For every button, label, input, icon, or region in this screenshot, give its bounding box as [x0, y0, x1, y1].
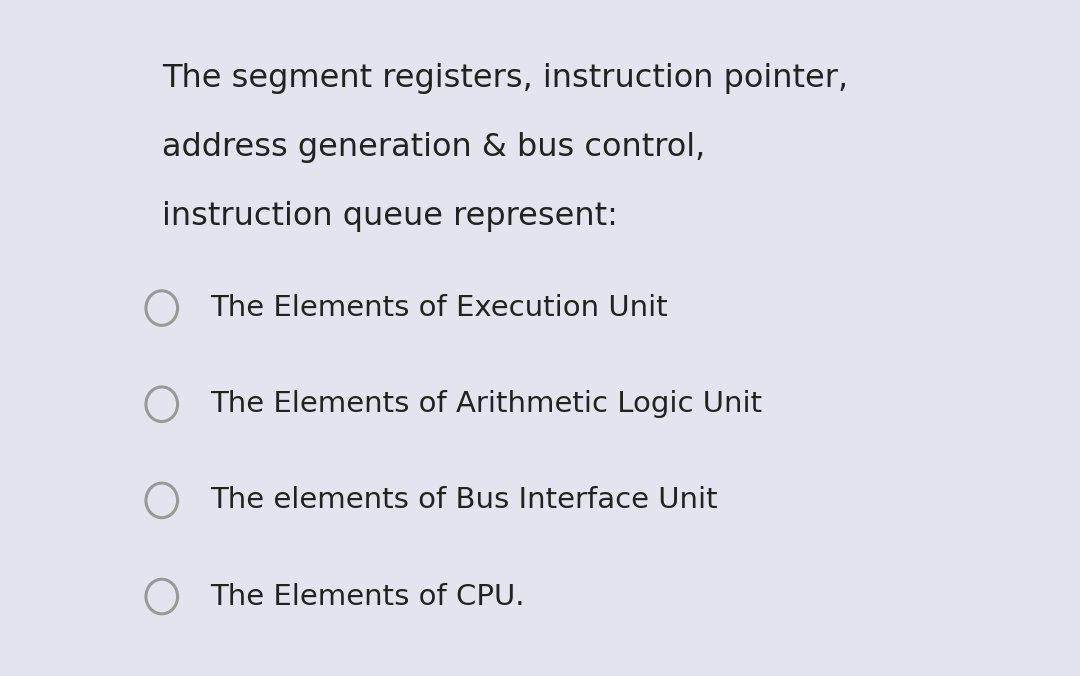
- Text: The elements of Bus Interface Unit: The elements of Bus Interface Unit: [211, 487, 718, 514]
- Text: The Elements of Execution Unit: The Elements of Execution Unit: [211, 294, 667, 322]
- Text: The segment registers, instruction pointer,: The segment registers, instruction point…: [162, 63, 848, 94]
- Text: The Elements of CPU.: The Elements of CPU.: [211, 583, 525, 610]
- Text: instruction queue represent:: instruction queue represent:: [162, 201, 618, 233]
- Text: The Elements of Arithmetic Logic Unit: The Elements of Arithmetic Logic Unit: [211, 390, 762, 418]
- Text: address generation & bus control,: address generation & bus control,: [162, 132, 705, 163]
